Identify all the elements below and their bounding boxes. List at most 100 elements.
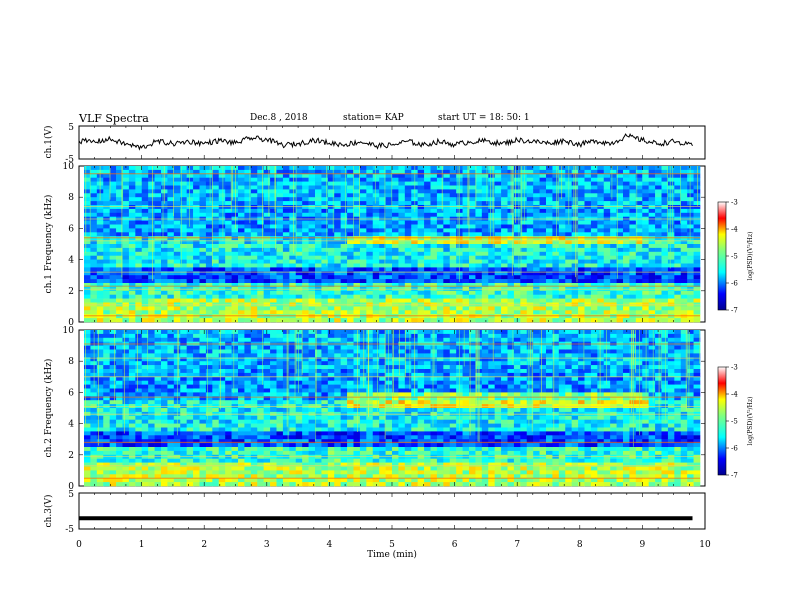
spectrogram-cell bbox=[231, 400, 239, 405]
spectrogram-cell bbox=[398, 244, 406, 249]
spectrogram-cell bbox=[141, 400, 149, 405]
spectrogram-cell bbox=[590, 318, 598, 323]
spectrogram-cell bbox=[404, 166, 412, 171]
spectrogram-cell bbox=[231, 482, 239, 487]
spectrogram-cell bbox=[193, 357, 200, 362]
spectrogram-cell bbox=[244, 353, 252, 358]
spectrogram-cell bbox=[623, 255, 630, 260]
spectrogram-cell bbox=[533, 193, 540, 198]
spectrogram-cell bbox=[186, 443, 194, 448]
spectrogram-cell bbox=[263, 247, 271, 253]
spectrogram-cell bbox=[616, 244, 624, 249]
spectrogram-cell bbox=[526, 244, 534, 249]
spectrogram-cell bbox=[154, 454, 162, 459]
spectrogram-cell bbox=[398, 283, 406, 288]
spectrogram-cell bbox=[481, 298, 489, 303]
spectrogram-cell bbox=[417, 275, 425, 280]
spectrogram-cell bbox=[135, 236, 143, 241]
spectrogram-cell bbox=[430, 240, 438, 245]
spectrogram-cell bbox=[161, 396, 168, 401]
spectrogram-cell bbox=[141, 372, 149, 378]
spectrogram-cell bbox=[558, 185, 566, 190]
spectrogram-cell bbox=[475, 306, 483, 311]
spectrogram-cell bbox=[347, 251, 354, 256]
spectrogram-cell bbox=[180, 275, 187, 280]
spectrogram-cell bbox=[436, 232, 444, 237]
spectrogram-cell bbox=[212, 376, 220, 381]
spectrogram-cell bbox=[372, 193, 380, 198]
spectrogram-cell bbox=[186, 419, 194, 424]
spectrogram-cell bbox=[674, 189, 682, 194]
spectrogram-cell bbox=[96, 419, 104, 424]
spectrogram-cell bbox=[84, 458, 91, 463]
spectrogram-cell bbox=[250, 255, 258, 260]
spectrogram-cell bbox=[167, 177, 175, 182]
spectrogram-cell bbox=[404, 205, 412, 210]
spectrogram-cell bbox=[180, 415, 187, 420]
spectrogram-cell bbox=[257, 197, 264, 202]
spectrogram-cell bbox=[321, 236, 329, 241]
spectrogram-cell bbox=[84, 396, 91, 401]
spectrogram-cell bbox=[135, 474, 143, 479]
spectrogram-cell bbox=[148, 201, 155, 206]
spectrogram-cell bbox=[103, 408, 110, 413]
spectrogram-cell bbox=[340, 228, 348, 233]
spectrogram-cell bbox=[122, 392, 130, 397]
spectrogram-cell bbox=[494, 232, 502, 237]
spectrogram-cell bbox=[449, 263, 457, 268]
spectrogram-cell bbox=[481, 169, 489, 175]
spectrogram-cell bbox=[231, 279, 239, 284]
spectrogram-cell bbox=[135, 427, 143, 432]
spectrogram-cell bbox=[667, 193, 675, 198]
spectrogram-cell bbox=[199, 450, 207, 456]
spectrogram-cell bbox=[257, 189, 264, 194]
spectrogram-cell bbox=[212, 357, 220, 362]
spectrogram-cell bbox=[667, 224, 675, 229]
spectrogram-cell bbox=[340, 290, 348, 295]
spectrogram-cell bbox=[546, 290, 553, 295]
spectrogram-cell bbox=[539, 244, 547, 249]
spectrogram-cell bbox=[282, 318, 290, 323]
spectrogram-cell bbox=[424, 228, 431, 233]
spectrogram-cell bbox=[308, 310, 316, 315]
spectrogram-cell bbox=[173, 247, 181, 253]
spectrogram-cell bbox=[635, 255, 643, 260]
spectrogram-cell bbox=[90, 255, 98, 260]
spectrogram-cell bbox=[411, 310, 418, 315]
spectrogram-cell bbox=[398, 173, 406, 178]
spectrogram-cell bbox=[212, 431, 220, 436]
spectrogram-cell bbox=[546, 283, 553, 288]
spectrogram-cell bbox=[693, 177, 701, 182]
spectrogram-cell bbox=[379, 205, 386, 210]
spectrogram-cell bbox=[154, 232, 162, 237]
spectrogram-cell bbox=[513, 240, 521, 245]
spectrogram-cell bbox=[225, 251, 232, 256]
spectrogram-cell bbox=[135, 318, 143, 323]
spectrogram-cell bbox=[218, 294, 226, 299]
spectrogram-cell bbox=[334, 240, 341, 245]
spectrogram-cell bbox=[526, 294, 534, 299]
spectrogram-cell bbox=[520, 166, 528, 171]
spectrogram-cell bbox=[648, 185, 656, 190]
spectrogram-cell bbox=[481, 255, 489, 260]
spectrogram-cell bbox=[205, 185, 213, 190]
spectrogram-cell bbox=[347, 314, 354, 319]
spectrogram-cell bbox=[655, 212, 662, 217]
spectrogram-cell bbox=[122, 290, 130, 295]
spectrogram-cell bbox=[205, 275, 213, 280]
spectrogram-cell bbox=[238, 236, 245, 241]
spectrogram-cell bbox=[526, 251, 534, 256]
spectrogram-cell bbox=[250, 263, 258, 268]
spectrogram-cell bbox=[173, 447, 181, 452]
spectrogram-cell bbox=[443, 173, 451, 178]
spectrogram-cell bbox=[128, 365, 136, 370]
spectrogram-cell bbox=[424, 275, 431, 280]
spectrogram-cell bbox=[571, 236, 579, 241]
spectrogram-cell bbox=[520, 298, 528, 303]
spectrogram-cell bbox=[295, 193, 303, 198]
spectrogram-cell bbox=[687, 205, 694, 210]
spectrogram-cell bbox=[257, 232, 264, 237]
spectrogram-cell bbox=[430, 314, 438, 319]
spectrogram-cell bbox=[205, 466, 213, 471]
spectrogram-cell bbox=[578, 177, 585, 182]
